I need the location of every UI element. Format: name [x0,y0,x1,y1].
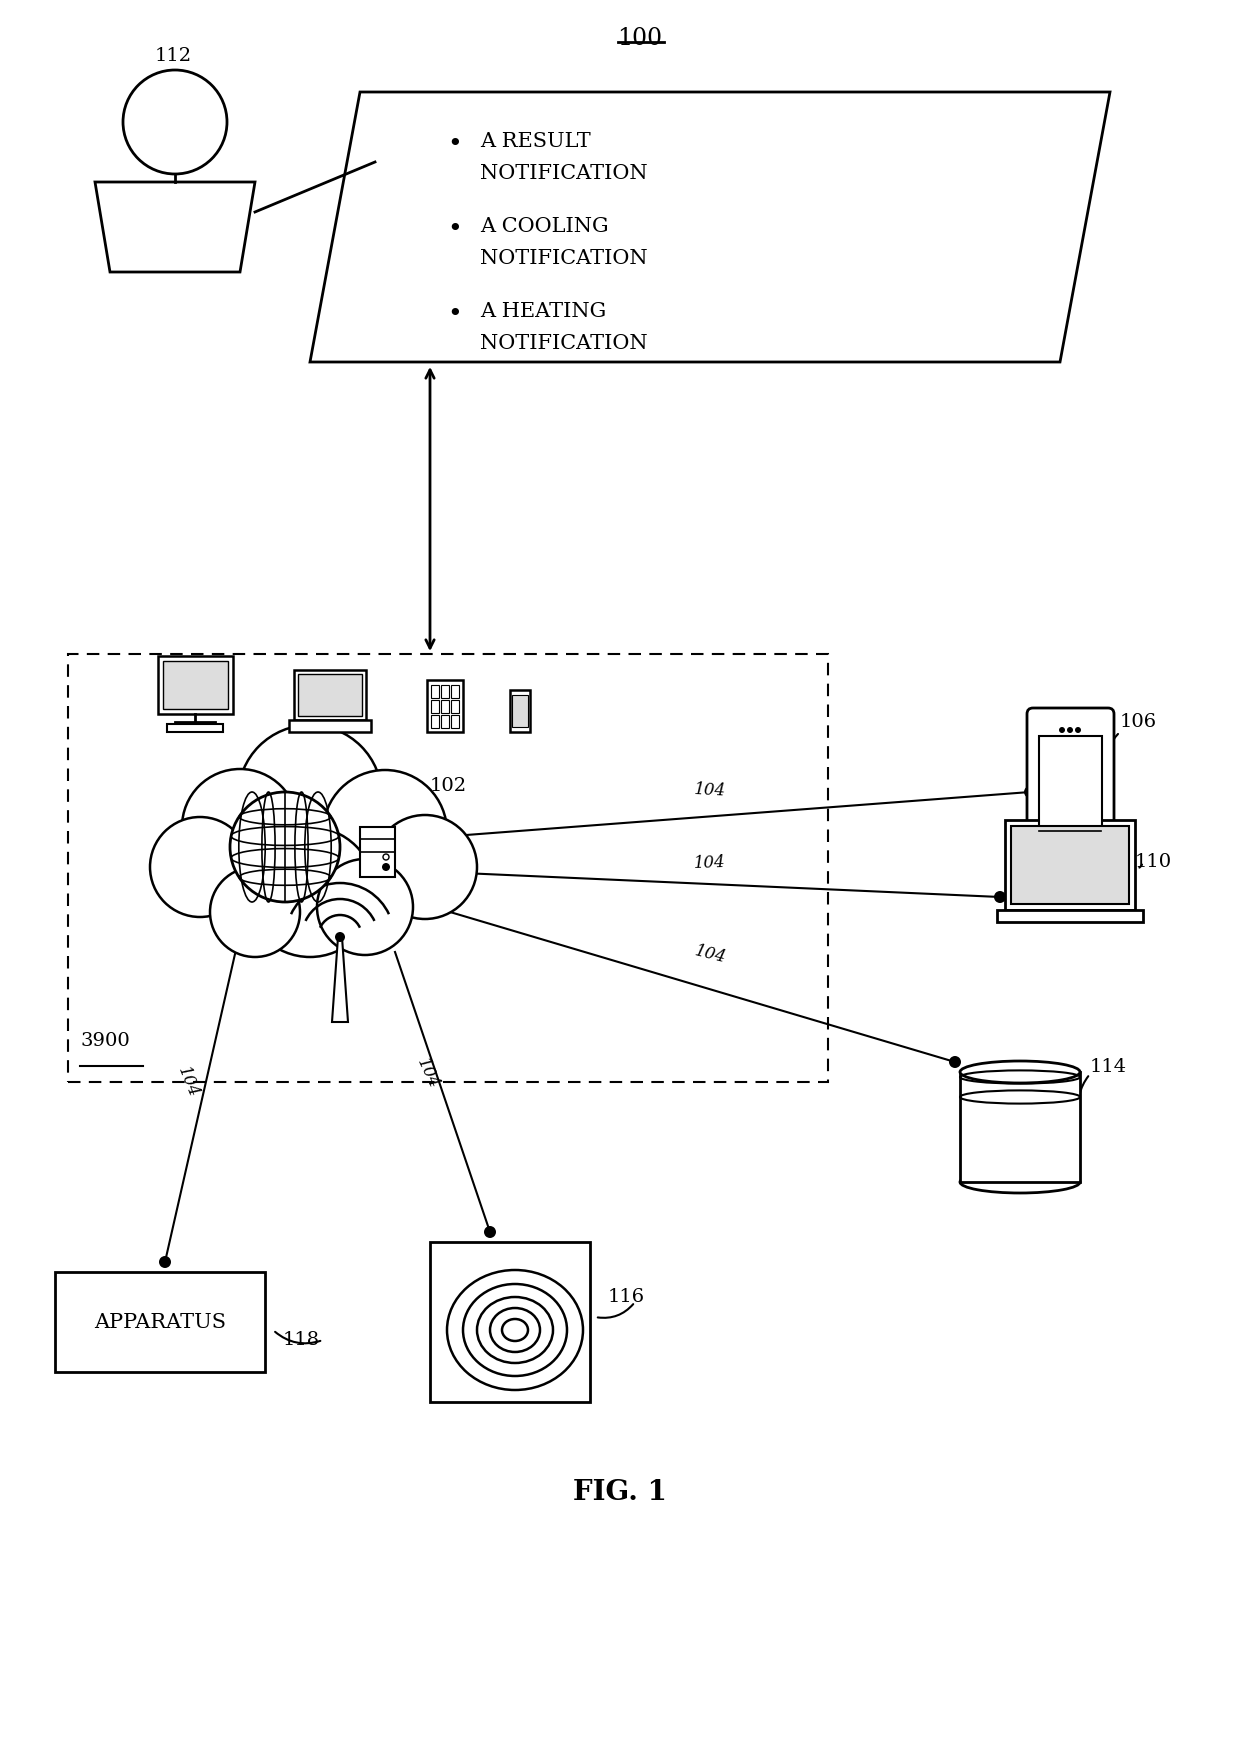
Text: •: • [448,218,463,240]
Bar [451,700,459,712]
Circle shape [150,817,250,916]
Bar [441,700,449,712]
Bar [157,657,233,714]
Ellipse shape [960,1171,1080,1193]
Bar [294,671,366,719]
Text: 112: 112 [155,47,192,64]
Text: •: • [448,301,463,326]
Circle shape [159,1256,171,1268]
Bar [432,685,439,699]
Bar [427,679,463,732]
Bar [1004,820,1135,909]
Bar [512,695,528,726]
Bar [997,909,1143,922]
Circle shape [484,1226,496,1239]
Text: 3900: 3900 [81,1031,130,1050]
Text: 104: 104 [414,1056,443,1092]
Polygon shape [332,937,348,1023]
Text: A RESULT: A RESULT [480,132,590,152]
Bar [432,714,439,728]
Text: 118: 118 [283,1331,320,1348]
Text: A HEATING: A HEATING [480,301,606,321]
Text: APPARATUS: APPARATUS [94,1312,226,1331]
Bar [162,660,228,709]
Circle shape [1024,786,1035,798]
Text: 102: 102 [430,777,467,794]
Text: 104: 104 [693,854,727,873]
Circle shape [238,725,382,869]
Bar [167,725,223,732]
Text: 110: 110 [1135,854,1172,871]
Circle shape [382,862,391,871]
Bar [510,690,529,732]
Bar [1039,737,1102,827]
Bar [451,714,459,728]
Bar [441,714,449,728]
Bar [960,1071,1080,1183]
Circle shape [182,768,298,885]
Text: 104: 104 [174,1064,202,1099]
Bar [441,685,449,699]
Text: NOTIFICATION: NOTIFICATION [480,334,647,354]
Text: NOTIFICATION: NOTIFICATION [480,164,647,183]
FancyBboxPatch shape [1027,707,1114,855]
Text: 116: 116 [608,1287,645,1306]
Ellipse shape [960,1061,1080,1084]
Text: 114: 114 [1090,1057,1127,1077]
Text: A COOLING: A COOLING [480,218,609,235]
Bar [360,827,396,876]
Circle shape [994,890,1006,902]
Circle shape [123,70,227,174]
Text: 104: 104 [693,782,727,800]
Bar [451,685,459,699]
Bar [432,700,439,712]
Circle shape [335,932,345,942]
Text: 104: 104 [692,942,728,967]
Text: 106: 106 [1120,712,1157,732]
Circle shape [322,770,446,894]
Circle shape [229,793,340,902]
Polygon shape [95,181,255,272]
Circle shape [317,859,413,955]
Bar [289,719,371,732]
Circle shape [949,1056,961,1068]
Bar [1011,826,1128,904]
Polygon shape [310,92,1110,362]
Circle shape [373,815,477,920]
Bar [68,653,828,1082]
Circle shape [210,868,300,956]
Text: •: • [448,132,463,157]
Circle shape [246,827,374,956]
Circle shape [1059,726,1065,733]
Circle shape [1066,726,1073,733]
Text: FIG. 1: FIG. 1 [573,1479,667,1505]
Text: NOTIFICATION: NOTIFICATION [480,249,647,268]
Text: 100: 100 [618,26,662,51]
Circle shape [1075,726,1081,733]
Bar [55,1272,265,1373]
Bar [430,1242,590,1402]
Bar [298,674,362,716]
